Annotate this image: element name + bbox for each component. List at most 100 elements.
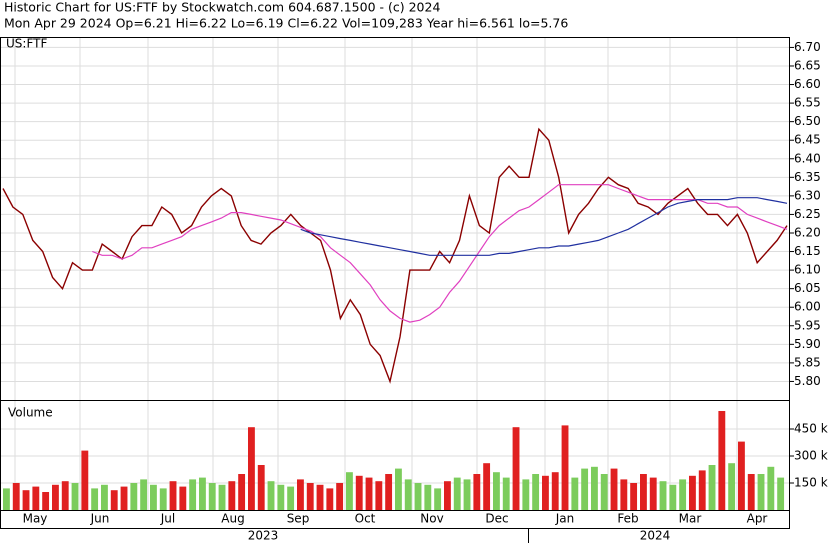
y-tick-label: 6.10	[794, 263, 821, 277]
x-tick-label: Oct	[355, 512, 376, 526]
y-tick-label: 6.70	[794, 40, 821, 54]
x-tick-label: Mar	[679, 512, 702, 526]
volume-bar	[159, 488, 167, 510]
volume-bar	[453, 477, 461, 510]
volume-bar	[679, 479, 687, 510]
year-label: 2023	[248, 529, 279, 543]
volume-bar	[767, 466, 775, 510]
volume-bar	[326, 488, 334, 510]
volume-bar	[52, 484, 59, 510]
volume-bar	[434, 488, 442, 510]
y-tick-label: 6.20	[794, 225, 821, 239]
volume-bar	[287, 486, 295, 510]
volume-bar	[248, 427, 255, 510]
volume-bar	[277, 484, 285, 510]
volume-bar	[12, 483, 20, 510]
x-tick-label: Dec	[485, 512, 508, 526]
y-tick-label: 5.90	[794, 337, 821, 351]
volume-bar	[306, 483, 314, 510]
y-tick-label: 5.85	[794, 355, 821, 369]
y-tick-label: 6.55	[794, 96, 821, 110]
volume-bar	[267, 481, 275, 510]
volume-bar	[640, 474, 647, 510]
volume-bar	[169, 481, 177, 510]
y-tick-label: 6.45	[794, 133, 821, 147]
volume-bar	[101, 484, 108, 510]
volume-bar	[218, 484, 226, 510]
y-tick-label: 300 k	[794, 449, 828, 463]
y-tick-label: 6.30	[794, 188, 821, 202]
volume-bar	[620, 479, 628, 510]
y-tick-label: 6.25	[794, 207, 821, 221]
volume-bar	[336, 483, 344, 510]
volume-bar	[591, 466, 598, 510]
volume-bar	[61, 481, 69, 510]
volume-bar	[228, 481, 236, 510]
y-tick-label: 5.95	[794, 318, 821, 332]
volume-bar	[689, 475, 696, 510]
volume-bar	[81, 450, 89, 510]
volume-bar	[708, 465, 716, 510]
volume-bar	[414, 483, 422, 510]
y-tick-label: 6.40	[794, 151, 821, 165]
volume-bar	[365, 477, 373, 510]
y-tick-label: 6.50	[794, 114, 821, 128]
volume-bar	[404, 479, 412, 510]
volume-bar	[355, 475, 363, 510]
chart-subtitle: Mon Apr 29 2024 Op=6.21 Hi=6.22 Lo=6.19 …	[4, 16, 568, 31]
volume-bar	[71, 483, 79, 510]
volume-bar	[542, 475, 549, 510]
volume-bar	[493, 472, 500, 510]
volume-bar	[395, 468, 402, 510]
volume-bar	[483, 463, 491, 510]
y-tick-label: 6.35	[794, 170, 821, 184]
y-tick-label: 6.60	[794, 77, 821, 91]
volume-bar	[728, 463, 736, 510]
y-tick-label: 450 k	[794, 422, 828, 436]
volume-bar	[698, 470, 706, 510]
y-tick-label: 6.65	[794, 58, 821, 72]
volume-bar	[444, 481, 451, 510]
volume-bar	[257, 465, 265, 510]
volume-bar	[22, 490, 30, 510]
volume-bar	[561, 425, 569, 510]
chart-title: Historic Chart for US:FTF by Stockwatch.…	[4, 0, 440, 15]
volume-bar	[385, 474, 393, 510]
volume-bar	[581, 468, 589, 510]
volume-bar	[199, 477, 206, 510]
x-tick-label: Sep	[287, 512, 310, 526]
y-tick-label: 150 k	[794, 476, 828, 490]
volume-bar	[297, 479, 304, 510]
volume-bar	[649, 477, 657, 510]
volume-bar	[473, 474, 481, 510]
volume-bar	[130, 483, 138, 510]
x-tick-label: Jan	[555, 512, 575, 526]
volume-bar	[738, 441, 745, 510]
price-line	[2, 127, 788, 384]
price-line	[300, 197, 788, 256]
x-tick-label: Nov	[420, 512, 443, 526]
volume-bar	[669, 484, 677, 510]
year-label: 2024	[640, 529, 671, 543]
volume-bar	[512, 427, 520, 510]
volume-bar	[424, 484, 432, 510]
volume-bar	[718, 411, 726, 510]
x-tick-label: Jun	[90, 512, 110, 526]
volume-bar	[600, 474, 608, 510]
y-tick-label: 6.15	[794, 244, 821, 258]
y-tick-label: 5.80	[794, 374, 821, 388]
volume-bar	[551, 472, 559, 510]
volume-bar	[189, 479, 197, 510]
volume-bar	[3, 488, 10, 510]
volume-bar	[463, 479, 471, 510]
volume-bar	[522, 479, 530, 510]
panel-label: US:FTF	[6, 37, 47, 51]
volume-bar	[238, 474, 246, 510]
x-tick-label: Apr	[747, 512, 768, 526]
volume-bar	[316, 484, 324, 510]
volume-bar	[32, 486, 40, 510]
volume-bar	[346, 472, 353, 510]
volume-bar	[179, 486, 187, 510]
x-tick-label: Feb	[617, 512, 638, 526]
